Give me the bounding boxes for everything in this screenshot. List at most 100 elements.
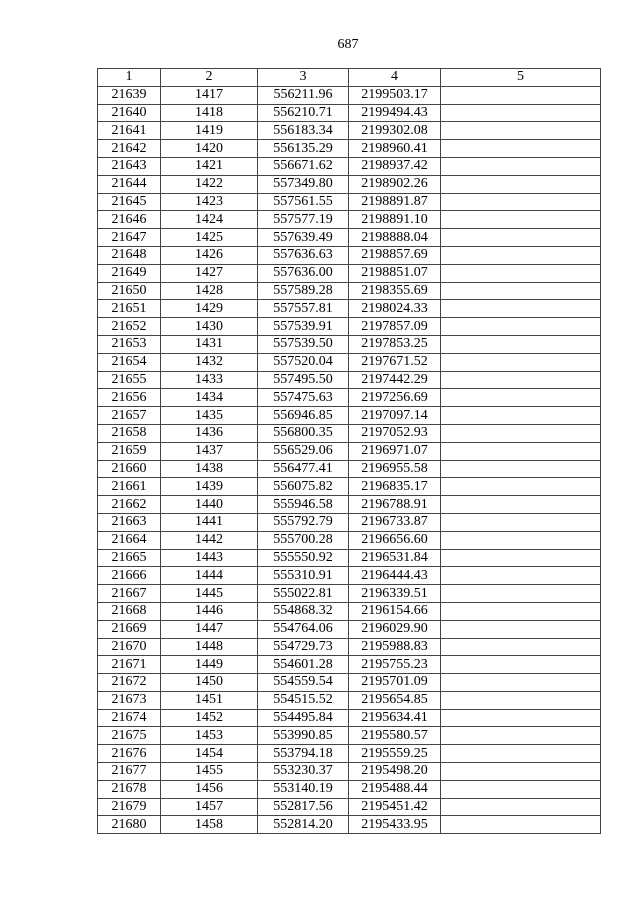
table-cell: 554729.73 [257,637,349,657]
table-cell: 21662 [97,495,161,514]
table-cell: 21643 [97,156,161,176]
table-cell: 1417 [160,85,258,105]
table-row: 21663 1441 555792.79 2196733.87 [97,512,601,532]
table-cell: 21639 [97,85,161,105]
table-cell: 557589.28 [257,281,349,301]
table-row: 21655 1433 557495.50 2197442.29 [97,370,601,390]
table-cell: 554515.52 [257,690,349,710]
table-cell [440,406,601,425]
table-cell: 556671.62 [257,156,349,176]
table-row: 21664 1442 555700.28 2196656.60 [97,530,601,550]
table-cell: 2195580.57 [348,726,441,746]
table-cell: 1442 [160,530,258,550]
table-cell: 2197256.69 [348,388,441,408]
table-cell [440,619,601,639]
table-cell [440,762,601,781]
table-cell: 557349.80 [257,174,349,194]
table-row: 21671 1449 554601.28 2195755.23 [97,655,601,675]
table-cell: 21680 [97,815,161,835]
table-cell: 21655 [97,370,161,390]
table-cell: 2196835.17 [348,477,441,497]
table-cell: 21667 [97,584,161,603]
table-cell: 21678 [97,779,161,799]
table-cell: 21664 [97,530,161,550]
table-row: 21644 1422 557349.80 2198902.26 [97,174,601,194]
table-cell: 1453 [160,726,258,746]
table-cell: 2196444.43 [348,566,441,586]
table-cell: 2195451.42 [348,797,441,817]
table-cell: 1446 [160,601,258,621]
table-cell: 1420 [160,139,258,158]
table-cell [440,744,601,764]
table-cell: 1458 [160,815,258,835]
table-cell [440,281,601,301]
table-cell [440,263,601,283]
table-cell [440,673,601,692]
table-cell: 1454 [160,744,258,764]
table-cell: 555310.91 [257,566,349,586]
table-cell [440,317,601,336]
table-row: 21657 1435 556946.85 2197097.14 [97,406,601,425]
table-cell: 21649 [97,263,161,283]
table-row: 21642 1420 556135.29 2198960.41 [97,139,601,158]
table-cell: 1440 [160,495,258,514]
table-cell: 1452 [160,708,258,728]
table-cell [440,352,601,372]
table-cell [440,459,601,479]
table-cell: 557561.55 [257,192,349,212]
table-cell: 554601.28 [257,655,349,675]
table-cell [440,103,601,123]
table-cell: 1424 [160,210,258,230]
table-cell: 2197052.93 [348,423,441,443]
table-row: 21647 1425 557639.49 2198888.04 [97,228,601,247]
table-cell: 557520.04 [257,352,349,372]
table-row: 21648 1426 557636.63 2198857.69 [97,245,601,265]
table-row: 21676 1454 553794.18 2195559.25 [97,744,601,764]
table-cell [440,566,601,586]
table-cell: 554495.84 [257,708,349,728]
table-cell: 2196733.87 [348,512,441,532]
table-cell: 553990.85 [257,726,349,746]
table-cell: 21666 [97,566,161,586]
table-row: 21670 1448 554729.73 2195988.83 [97,637,601,657]
table-cell [440,299,601,319]
table-row: 21666 1444 555310.91 2196444.43 [97,566,601,586]
table-cell: 1426 [160,245,258,265]
table-cell [440,584,601,603]
table-cell [440,423,601,443]
table-row: 21660 1438 556477.41 2196955.58 [97,459,601,479]
column-header: 1 [97,68,161,87]
table-cell: 21641 [97,121,161,141]
table-cell: 21659 [97,441,161,461]
table-cell: 2196955.58 [348,459,441,479]
table-cell: 21658 [97,423,161,443]
table-cell: 2196788.91 [348,495,441,514]
table-cell: 556075.82 [257,477,349,497]
table-row: 21678 1456 553140.19 2195488.44 [97,779,601,799]
table-cell: 553140.19 [257,779,349,799]
table-cell: 1421 [160,156,258,176]
table-cell [440,174,601,194]
table-cell: 21653 [97,334,161,354]
table-cell: 1423 [160,192,258,212]
table-row: 21665 1443 555550.92 2196531.84 [97,548,601,568]
table-cell: 1433 [160,370,258,390]
column-header: 2 [160,68,258,87]
table-cell: 2195559.25 [348,744,441,764]
table-row: 21653 1431 557539.50 2197853.25 [97,334,601,354]
table-cell: 2197671.52 [348,352,441,372]
table-cell: 556135.29 [257,139,349,158]
table-cell [440,530,601,550]
table-cell: 2197442.29 [348,370,441,390]
table-cell: 2198888.04 [348,228,441,247]
table-cell: 1450 [160,673,258,692]
table-cell: 2196656.60 [348,530,441,550]
table-cell [440,601,601,621]
table-cell: 21670 [97,637,161,657]
table-cell: 1425 [160,228,258,247]
table-row: 21677 1455 553230.37 2195498.20 [97,762,601,781]
table-row: 21658 1436 556800.35 2197052.93 [97,423,601,443]
table-cell: 553794.18 [257,744,349,764]
table-cell: 556210.71 [257,103,349,123]
table-cell: 556477.41 [257,459,349,479]
